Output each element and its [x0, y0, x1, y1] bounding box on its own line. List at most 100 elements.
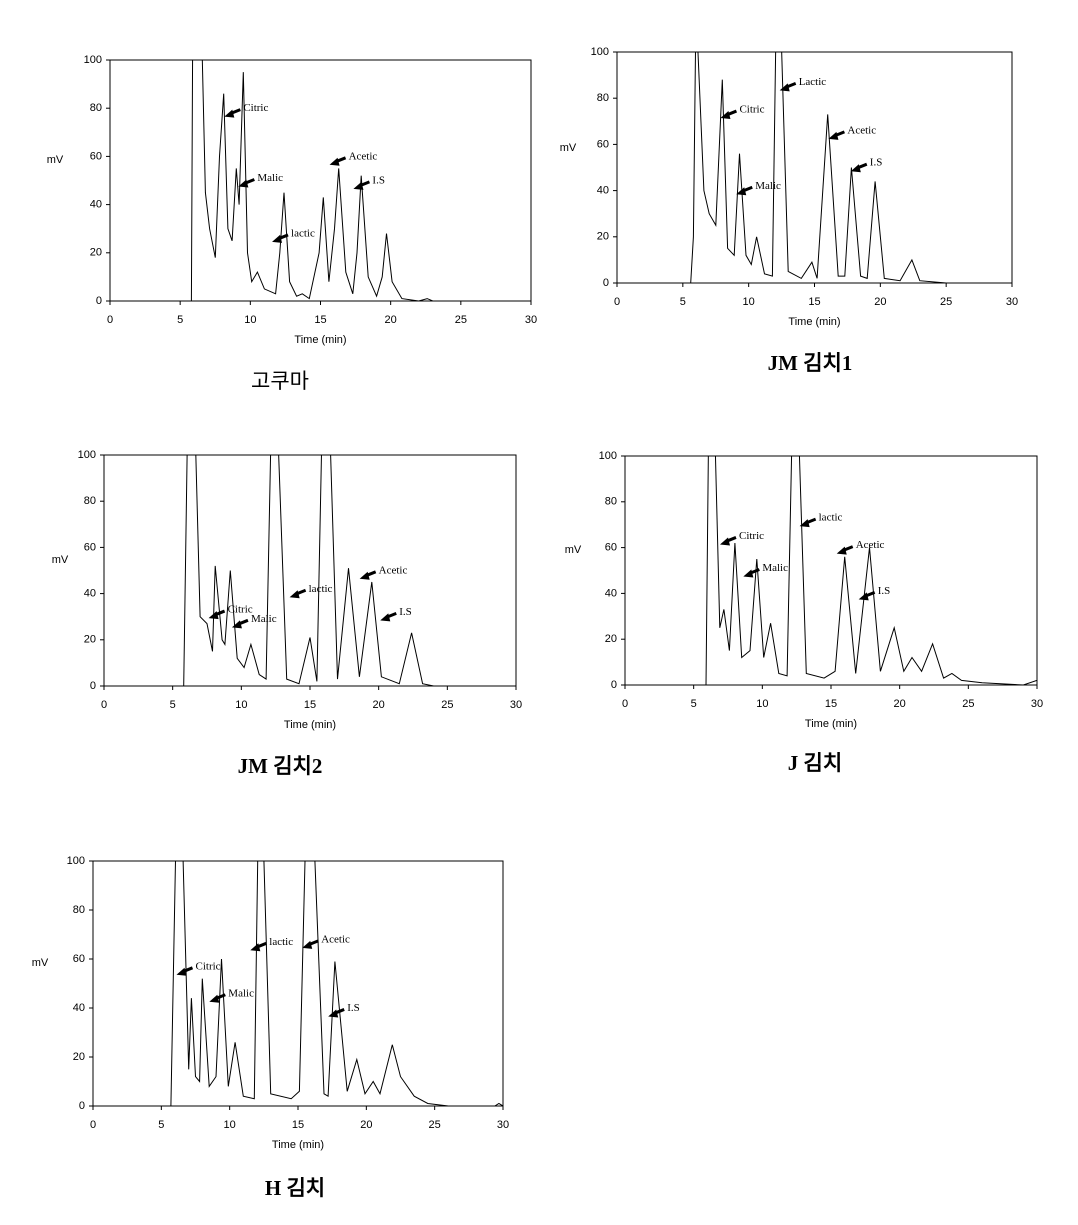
y-tick-label: 100 — [591, 46, 609, 58]
x-tick-label: 30 — [525, 314, 537, 326]
annotation-arrowhead — [359, 571, 370, 580]
annotation-label: Malic — [762, 562, 788, 574]
x-tick-label: 15 — [292, 1119, 304, 1131]
annotation-arrowhead — [380, 613, 391, 622]
annotation-arrowhead — [328, 1009, 339, 1018]
chromatogram-line — [625, 456, 1037, 685]
x-tick-label: 5 — [691, 698, 697, 710]
chart: 0 20 40 60 80 100 0 5 10 15 20 25 30 Time (min) mV Citr… — [32, 855, 509, 1200]
plot-frame — [92, 860, 504, 1107]
y-tick-label: 40 — [90, 199, 102, 211]
x-tick-label: 25 — [441, 699, 453, 711]
annotation-label: I.S — [878, 585, 891, 597]
chart-caption: JM 김치1 — [768, 351, 853, 375]
plot-frame — [624, 455, 1038, 686]
annotation-label: I.S — [870, 157, 883, 169]
y-tick-label: 100 — [599, 450, 617, 462]
y-tick-label: 0 — [96, 295, 102, 307]
x-tick-label: 5 — [158, 1119, 164, 1131]
annotation-label: I.S — [399, 606, 412, 618]
annotation-label: Malic — [228, 987, 254, 999]
annotation-label: Citric — [739, 104, 764, 116]
chart: 0 20 40 60 80 100 0 5 10 15 20 25 30 Time (min) mV Citr… — [560, 46, 1018, 375]
y-tick-label: 20 — [84, 634, 96, 646]
chromatogram-line — [617, 52, 1012, 283]
chart-caption: J 김치 — [788, 751, 842, 775]
annotation-label: Acetic — [349, 150, 378, 162]
annotation-arrowhead — [858, 592, 869, 601]
x-tick-label: 10 — [756, 698, 768, 710]
chromatogram-line — [110, 60, 433, 301]
y-tick-label: 20 — [605, 633, 617, 645]
x-tick-label: 0 — [107, 314, 113, 326]
y-tick-label: 80 — [597, 92, 609, 104]
y-tick-label: 20 — [73, 1051, 85, 1063]
chart: 0 20 40 60 80 100 0 5 10 15 20 25 30 Time (min) mV Citr… — [47, 54, 537, 393]
x-tick-label: 0 — [90, 1119, 96, 1131]
y-tick-label: 0 — [611, 679, 617, 691]
plot-frame — [109, 59, 532, 302]
annotation-arrowhead — [743, 569, 754, 578]
annotation-label: Citric — [739, 530, 764, 542]
x-tick-label: 0 — [622, 698, 628, 710]
x-tick-label: 15 — [808, 296, 820, 308]
x-tick-label: 15 — [314, 314, 326, 326]
x-tick-label: 25 — [429, 1119, 441, 1131]
annotation-label: lactic — [309, 583, 333, 595]
annotation-arrowhead — [224, 109, 235, 118]
chart-caption: JM 김치2 — [238, 754, 323, 778]
x-axis-label: Time (min) — [284, 719, 336, 731]
x-tick-label: 10 — [224, 1119, 236, 1131]
y-axis-label: mV — [560, 142, 577, 154]
y-tick-label: 40 — [605, 587, 617, 599]
annotation-arrowhead — [238, 179, 249, 188]
chart-caption: 고쿠마 — [251, 369, 309, 393]
annotation-label: Lactic — [799, 76, 827, 88]
x-axis-label: Time (min) — [294, 334, 346, 346]
annotation-label: lactic — [269, 936, 293, 948]
y-tick-label: 60 — [84, 541, 96, 553]
y-tick-label: 80 — [84, 495, 96, 507]
annotation-arrowhead — [850, 164, 861, 173]
annotation-arrowhead — [250, 943, 261, 952]
annotation-label: Acetic — [321, 933, 350, 945]
chromatogram-line — [104, 455, 434, 686]
y-tick-label: 80 — [90, 102, 102, 114]
x-tick-label: 5 — [680, 296, 686, 308]
x-tick-label: 0 — [101, 699, 107, 711]
annotation-arrowhead — [176, 967, 187, 976]
annotation-arrowhead — [719, 537, 730, 546]
chart: 0 20 40 60 80 100 0 5 10 15 20 25 30 Time (min) mV Citr… — [52, 449, 522, 778]
annotation-label: Citric — [243, 102, 268, 114]
chart: 0 20 40 60 80 100 0 5 10 15 20 25 30 Time (min) mV Citr… — [565, 450, 1043, 775]
x-axis-label: Time (min) — [272, 1139, 324, 1151]
annotation-arrowhead — [302, 940, 313, 949]
x-tick-label: 20 — [385, 314, 397, 326]
plot-frame — [103, 454, 517, 687]
y-tick-label: 40 — [73, 1002, 85, 1014]
y-tick-label: 20 — [90, 247, 102, 259]
y-tick-label: 60 — [73, 953, 85, 965]
y-tick-label: 80 — [73, 904, 85, 916]
chart-caption: H 김치 — [265, 1176, 325, 1200]
x-tick-label: 10 — [743, 296, 755, 308]
annotation-label: Citric — [228, 604, 253, 616]
annotation-arrowhead — [209, 994, 220, 1003]
annotation-arrowhead — [779, 83, 790, 92]
y-tick-label: 100 — [67, 855, 85, 867]
y-tick-label: 40 — [84, 588, 96, 600]
x-tick-label: 20 — [894, 698, 906, 710]
y-tick-label: 0 — [79, 1100, 85, 1112]
x-tick-label: 25 — [455, 314, 467, 326]
annotation-label: Malic — [755, 180, 781, 192]
x-tick-label: 20 — [373, 699, 385, 711]
y-tick-label: 60 — [605, 542, 617, 554]
y-tick-label: 100 — [84, 54, 102, 66]
annotation-label: Malic — [251, 613, 277, 625]
x-tick-label: 5 — [177, 314, 183, 326]
annotation-label: lactic — [291, 227, 315, 239]
annotation-arrowhead — [736, 187, 747, 196]
x-tick-label: 25 — [940, 296, 952, 308]
y-axis-label: mV — [565, 544, 582, 556]
